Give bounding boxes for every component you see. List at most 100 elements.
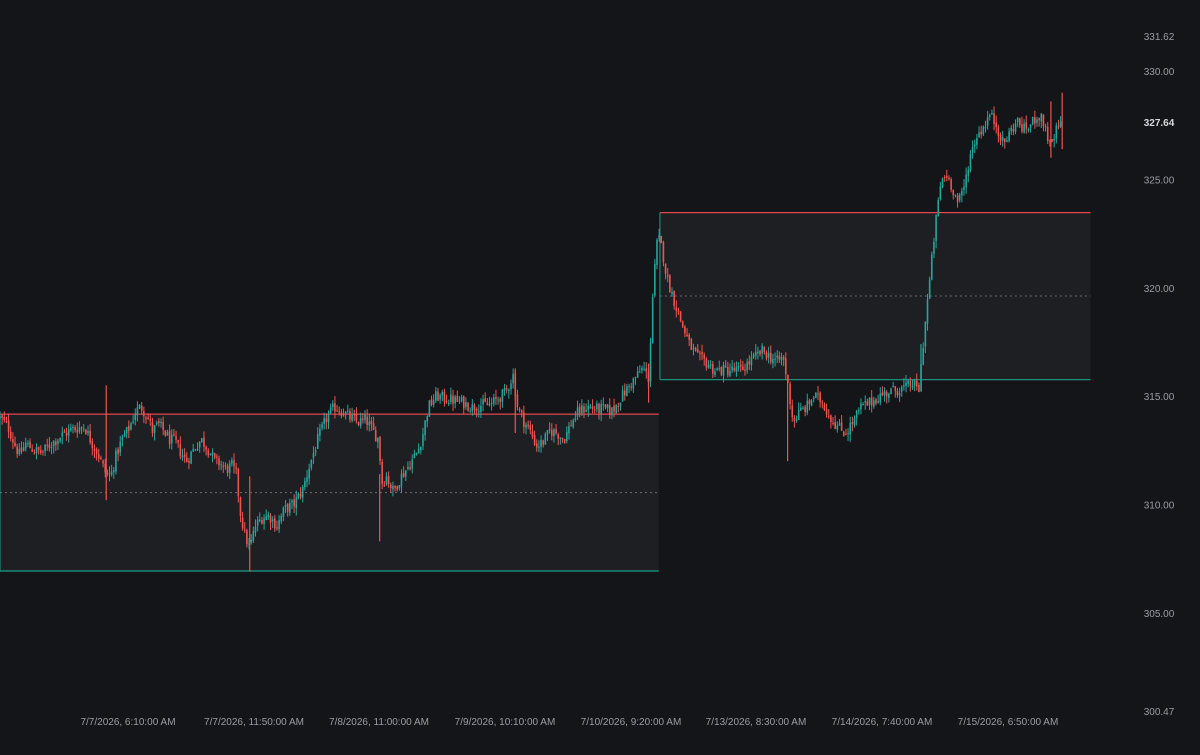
range-box-fill — [0, 414, 659, 572]
candle-body — [1051, 139, 1053, 142]
candle-body — [422, 434, 424, 447]
candle-body — [385, 476, 388, 485]
candle-body — [542, 440, 544, 445]
candle-body — [280, 515, 283, 522]
candle-body — [885, 392, 888, 397]
time-axis[interactable]: 7/7/2026, 6:10:00 AM 7/7/2026, 11:50:00 A… — [80, 717, 1058, 728]
candle-body — [639, 371, 641, 373]
candle-body — [724, 366, 727, 368]
candle-body — [834, 422, 836, 429]
candle-body — [971, 147, 974, 153]
candle-body — [160, 421, 162, 423]
candle-body — [42, 451, 44, 453]
candle-body — [581, 405, 583, 414]
candle-body — [329, 407, 332, 413]
candle-body — [112, 470, 115, 472]
candle-body — [179, 443, 182, 457]
y-tick-label: 331.62 — [1144, 32, 1175, 43]
candle-body — [235, 467, 237, 469]
candle-body — [679, 311, 682, 321]
candle-body — [265, 515, 268, 521]
candle-body — [763, 346, 766, 353]
candle-body — [57, 440, 59, 444]
candle-body — [909, 381, 912, 387]
candle-body — [248, 543, 250, 545]
x-tick-label: 7/15/2026, 6:50:00 AM — [958, 717, 1059, 728]
candle-body — [353, 413, 356, 416]
candle-body — [673, 290, 675, 306]
candle-body — [696, 349, 699, 353]
candle-body — [495, 397, 497, 399]
candle-body — [467, 403, 469, 411]
candle-body — [246, 530, 248, 545]
candle-body — [304, 480, 306, 488]
candle-body — [454, 396, 456, 404]
candle-body — [737, 365, 740, 368]
candle-body — [417, 448, 420, 454]
candle-body — [430, 399, 433, 405]
x-tick-label: 7/13/2026, 8:30:00 AM — [706, 717, 807, 728]
candle-body — [364, 414, 366, 420]
y-tick-label: 325.00 — [1144, 175, 1175, 186]
candle-body — [462, 396, 465, 409]
candle-body — [533, 435, 536, 445]
candle-body — [301, 487, 304, 498]
candle-body — [769, 352, 772, 362]
candle-body — [986, 117, 989, 127]
candle-body — [978, 132, 980, 138]
candle-body — [389, 484, 392, 489]
candle-body — [1042, 114, 1045, 127]
candle-body — [718, 368, 721, 370]
candle-body — [658, 235, 660, 239]
candle-body — [407, 466, 409, 470]
candles — [0, 92, 1063, 572]
candle-body — [546, 430, 549, 435]
candle-body — [935, 214, 937, 241]
candle-body — [641, 367, 643, 371]
candle-body — [394, 485, 396, 488]
candle-body — [85, 429, 87, 434]
candle-body — [881, 392, 884, 396]
candle-body — [181, 455, 184, 458]
candle-body — [74, 427, 76, 431]
candle-body — [862, 404, 864, 406]
candle-body — [615, 404, 617, 414]
candle-body — [450, 394, 452, 403]
candle-body — [155, 422, 158, 425]
candle-body — [228, 463, 231, 473]
candle-body — [312, 453, 315, 458]
candle-body — [568, 426, 570, 434]
candle-body — [832, 422, 834, 424]
candle-body — [132, 421, 134, 423]
x-tick-label: 7/14/2026, 7:40:00 AM — [832, 717, 933, 728]
candle-body — [435, 391, 437, 401]
price-axis[interactable]: 331.62 330.00 327.64 325.00 320.00 315.00 310.… — [1144, 32, 1175, 718]
candle-body — [701, 352, 703, 355]
candle-body — [774, 358, 776, 360]
candle-body — [1003, 138, 1006, 143]
candle-body — [409, 467, 411, 470]
candle-body — [896, 390, 899, 396]
candle-body — [456, 395, 459, 402]
candle-body — [61, 432, 64, 437]
candle-body — [559, 437, 562, 439]
candle-body — [913, 379, 916, 386]
candle-body — [943, 176, 946, 178]
candle-body — [982, 126, 985, 135]
candle-body — [709, 364, 712, 366]
candle-body — [883, 390, 886, 396]
candle-body — [134, 414, 137, 421]
candle-body — [477, 411, 480, 413]
candle-body — [276, 527, 278, 529]
candle-body — [274, 518, 276, 529]
candle-body — [437, 391, 439, 401]
candle-body — [892, 385, 894, 388]
candle-body — [566, 431, 568, 442]
candle-body — [76, 429, 79, 433]
candle-body — [776, 355, 779, 358]
candle-body — [572, 420, 575, 428]
candle-body — [396, 486, 398, 490]
candle-body — [117, 449, 119, 455]
